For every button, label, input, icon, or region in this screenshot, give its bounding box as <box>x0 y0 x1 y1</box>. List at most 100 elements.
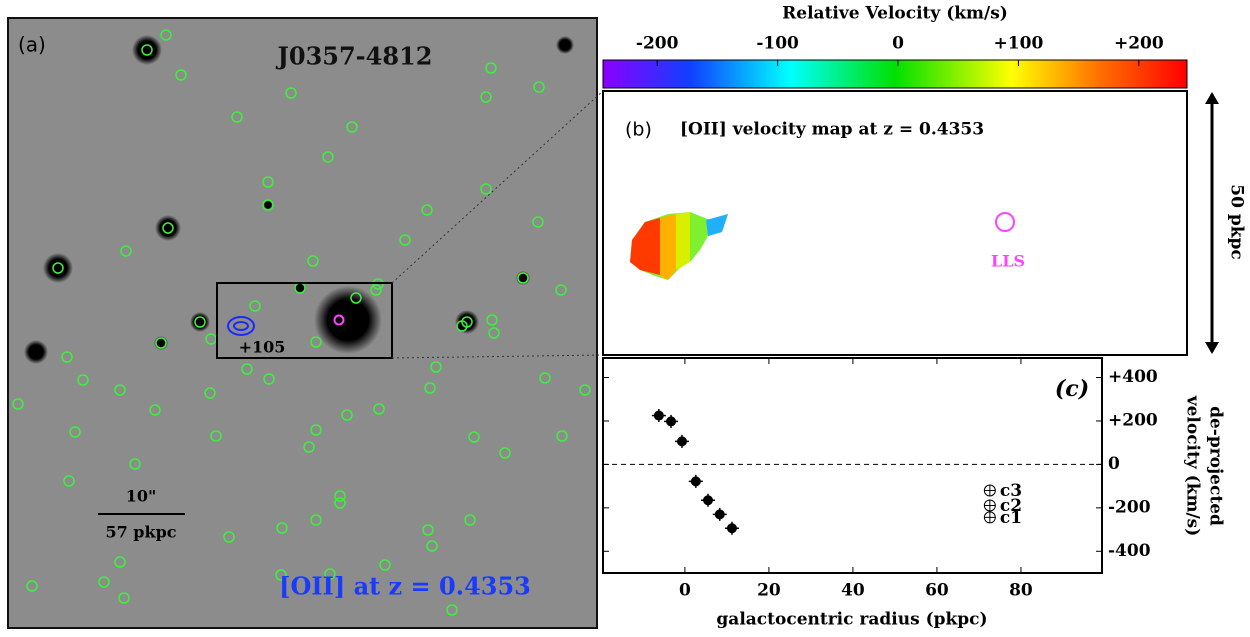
y-tick-label: 0 <box>1108 454 1120 474</box>
detection-circle <box>424 382 436 394</box>
point <box>653 410 664 421</box>
detection-circle <box>399 234 411 246</box>
x-tick-label: 60 <box>925 581 949 601</box>
image <box>7 17 598 629</box>
detection-circle <box>310 424 322 436</box>
x-tick-label: 20 <box>757 581 781 601</box>
scale-label: 57 pkpc <box>105 523 176 542</box>
zoom-line <box>391 354 604 359</box>
point <box>703 495 714 506</box>
detection-circle <box>464 514 476 526</box>
source <box>556 36 574 54</box>
point <box>714 509 725 520</box>
detection-circle <box>334 497 346 509</box>
point-label: c3 <box>1000 481 1022 501</box>
detection-circle <box>175 69 187 81</box>
detection-circle <box>341 409 353 421</box>
detection-circle <box>556 430 568 442</box>
detection-circle <box>129 458 141 470</box>
detection-circle <box>231 111 243 123</box>
detection-circle <box>539 372 551 384</box>
detection-circle <box>285 87 297 99</box>
detection-circle <box>421 204 433 216</box>
source <box>43 253 73 283</box>
detection-circle <box>303 441 315 453</box>
detection-circle <box>488 327 500 339</box>
detection-circle <box>262 176 274 188</box>
x-tick-label: 0 <box>679 581 691 601</box>
detection-circle <box>324 568 336 580</box>
detection-circle <box>480 183 492 195</box>
source <box>294 282 306 294</box>
detection-circle <box>533 81 545 93</box>
detection-circle <box>120 245 132 257</box>
map-region <box>630 218 660 275</box>
detection-circle <box>12 398 24 410</box>
detection-circle <box>160 29 172 41</box>
detection-circle <box>155 337 167 349</box>
oii-contour <box>233 321 249 331</box>
source <box>314 286 382 354</box>
colorbar-title: Relative Velocity (km/s) <box>782 4 1008 24</box>
velocity-map <box>630 212 728 280</box>
source <box>155 215 181 241</box>
detection-circle <box>430 361 442 373</box>
detection-circle <box>307 255 319 267</box>
detection-circle <box>334 490 346 502</box>
detection-circle <box>118 592 130 604</box>
colorbar-tick-label: -100 <box>756 34 799 54</box>
scale-label: 10" <box>126 487 157 506</box>
detection-circle <box>422 524 434 536</box>
detection-circle <box>275 569 287 581</box>
detection-circle <box>69 426 81 438</box>
panel-label: (c) <box>1055 376 1089 402</box>
detection-circle <box>370 284 382 296</box>
detection-circle <box>241 363 253 375</box>
lls-marker <box>333 314 345 326</box>
detection-circle <box>579 384 591 396</box>
detection-circle <box>350 292 362 304</box>
detection-circle <box>456 320 468 332</box>
point-cross <box>984 484 996 496</box>
detection-circle <box>555 284 567 296</box>
detection-circle <box>310 336 322 348</box>
detection-circle <box>141 44 153 56</box>
point <box>726 523 737 534</box>
detection-circle <box>485 62 497 74</box>
point-cross <box>984 499 996 511</box>
source <box>263 200 273 210</box>
x-axis-label: galactocentric radius (pkpc) <box>716 610 987 630</box>
colorbar-tick-label: 0 <box>892 34 904 54</box>
detection-circle <box>346 121 358 133</box>
detection-circle <box>480 91 492 103</box>
detection-circle <box>373 403 385 415</box>
map-region <box>676 212 690 270</box>
detection-circle <box>77 374 89 386</box>
detection-circle <box>249 300 261 312</box>
detection-circle <box>310 514 322 526</box>
panel-title: [OII] velocity map at z = 0.4353 <box>680 120 984 140</box>
detection-circle <box>61 351 73 363</box>
colorbar <box>602 59 1188 89</box>
detection-circle <box>263 373 275 385</box>
point-label: c2 <box>1000 496 1022 516</box>
zoom-box <box>216 282 393 359</box>
detection-circle <box>468 431 480 443</box>
detection-circle <box>223 531 235 543</box>
scale-label: 50 pkpc <box>1227 184 1247 259</box>
detection-circle <box>262 199 274 211</box>
plot-frame <box>602 357 1103 574</box>
source <box>456 320 468 332</box>
x-tick-label: 80 <box>1009 581 1033 601</box>
point-cross <box>984 511 996 523</box>
detection-circle <box>63 475 75 487</box>
y-tick-label: -400 <box>1108 541 1151 561</box>
detection-circle <box>486 314 498 326</box>
field-name: J0357-4812 <box>276 42 433 71</box>
velocity-tag: +105 <box>239 338 286 357</box>
source <box>190 312 210 332</box>
colorbar-tick-label: +100 <box>994 34 1044 54</box>
detection-circle <box>379 559 391 571</box>
